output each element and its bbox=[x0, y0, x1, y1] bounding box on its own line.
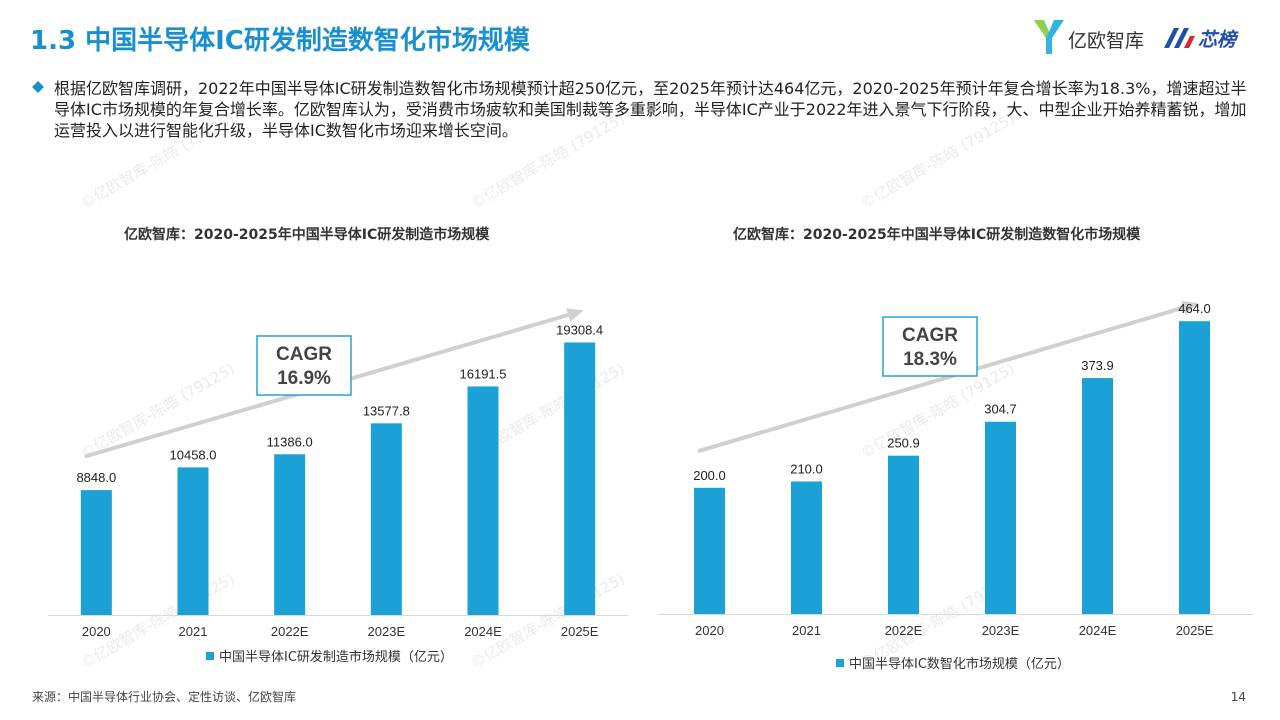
yiou-logo-icon bbox=[1034, 20, 1064, 54]
cagr-box bbox=[256, 335, 352, 396]
right-chart-title: 亿欧智库：2020-2025年中国半导体IC研发制造数智化市场规模 bbox=[733, 227, 1141, 243]
x-tick-label: 2020 bbox=[695, 623, 724, 638]
x-tick-label: 2021 bbox=[792, 623, 821, 638]
x-tick-label: 2021 bbox=[179, 624, 208, 639]
left-bar-chart: 8848.0 2020 10458.0 2021 11386.0 2022E 13577.8… bbox=[48, 308, 628, 639]
bar-2023E bbox=[370, 423, 402, 615]
x-tick-label: 2022E bbox=[885, 623, 923, 638]
bar-value-label: 373.9 bbox=[1081, 358, 1114, 373]
trend-arrow-head-icon bbox=[566, 308, 584, 322]
bar-2025E bbox=[1179, 321, 1210, 614]
left-chart-legend: 中国半导体IC研发制造市场规模（亿元） bbox=[206, 646, 453, 665]
bar-value-label: 19308.4 bbox=[556, 322, 603, 337]
x-tick-label: 2025E bbox=[561, 624, 599, 639]
page-number: 14 bbox=[1230, 690, 1246, 704]
bar-2022E bbox=[274, 454, 306, 615]
x-tick-label: 2022E bbox=[271, 624, 309, 639]
bar-2020 bbox=[694, 487, 725, 614]
xinbang-logo-text: 芯榜 bbox=[1198, 29, 1237, 51]
x-tick-label: 2020 bbox=[82, 624, 111, 639]
page-title: 1.3 中国半导体IC研发制造数智化市场规模 bbox=[30, 26, 530, 56]
x-tick-label: 2024E bbox=[1079, 623, 1117, 638]
bar-value-label: 210.0 bbox=[790, 461, 823, 476]
left-chart-title: 亿欧智库：2020-2025年中国半导体IC研发制造市场规模 bbox=[124, 227, 490, 243]
bar-2021 bbox=[791, 481, 822, 614]
bar-value-label: 11386.0 bbox=[267, 434, 313, 449]
cagr-value: 16.9% bbox=[277, 368, 331, 389]
legend-label: 中国半导体IC研发制造市场规模（亿元） bbox=[219, 650, 453, 665]
bar-value-label: 200.0 bbox=[693, 468, 726, 483]
right-bar-chart: 200.0 2020 210.0 2021 250.9 2022E 304.7 2023E 37… bbox=[658, 301, 1253, 638]
bar-value-label: 8848.0 bbox=[76, 470, 116, 485]
bar-2023E bbox=[985, 421, 1016, 614]
bar-value-label: 304.7 bbox=[984, 402, 1017, 417]
trend-arrow-head-icon bbox=[1181, 301, 1199, 315]
bar-value-label: 250.9 bbox=[887, 436, 920, 451]
brand-logo: 亿欧智库 芯榜 bbox=[1032, 16, 1272, 60]
legend-label: 中国半导体IC数智化市场规模（亿元） bbox=[849, 657, 1070, 672]
legend-swatch bbox=[836, 658, 844, 667]
cagr-value: 18.3% bbox=[903, 349, 957, 370]
summary-text: 根据亿欧智库调研，2022年中国半导体IC研发制造数智化市场规模预计超250亿元… bbox=[54, 79, 1247, 140]
cagr-label: CAGR bbox=[276, 344, 332, 365]
cagr-box bbox=[882, 316, 978, 377]
bar-value-label: 10458.0 bbox=[170, 447, 217, 462]
diamond-bullet-icon bbox=[32, 81, 44, 93]
xinbang-logo-icon bbox=[1164, 28, 1195, 48]
bar-value-label: 16191.5 bbox=[460, 366, 507, 381]
x-tick-label: 2025E bbox=[1176, 623, 1214, 638]
x-tick-label: 2023E bbox=[982, 623, 1020, 638]
bar-2025E bbox=[564, 342, 596, 615]
bar-2020 bbox=[80, 490, 112, 615]
bar-value-label: 464.0 bbox=[1178, 301, 1211, 316]
legend-swatch bbox=[206, 651, 214, 660]
bar-2024E bbox=[1082, 378, 1113, 614]
trend-arrow-line bbox=[697, 305, 1188, 453]
bar-2022E bbox=[888, 455, 919, 614]
right-chart-legend: 中国半导体IC数智化市场规模（亿元） bbox=[836, 653, 1070, 672]
x-tick-label: 2023E bbox=[368, 624, 406, 639]
yiou-logo-text: 亿欧智库 bbox=[1068, 30, 1145, 52]
source-note: 来源：中国半导体行业协会、定性访谈、亿欧智库 bbox=[32, 690, 297, 704]
x-tick-label: 2024E bbox=[464, 624, 502, 639]
cagr-label: CAGR bbox=[902, 325, 958, 346]
bar-2024E bbox=[467, 386, 499, 615]
bar-value-label: 13577.8 bbox=[363, 403, 410, 418]
bar-2021 bbox=[177, 467, 209, 615]
